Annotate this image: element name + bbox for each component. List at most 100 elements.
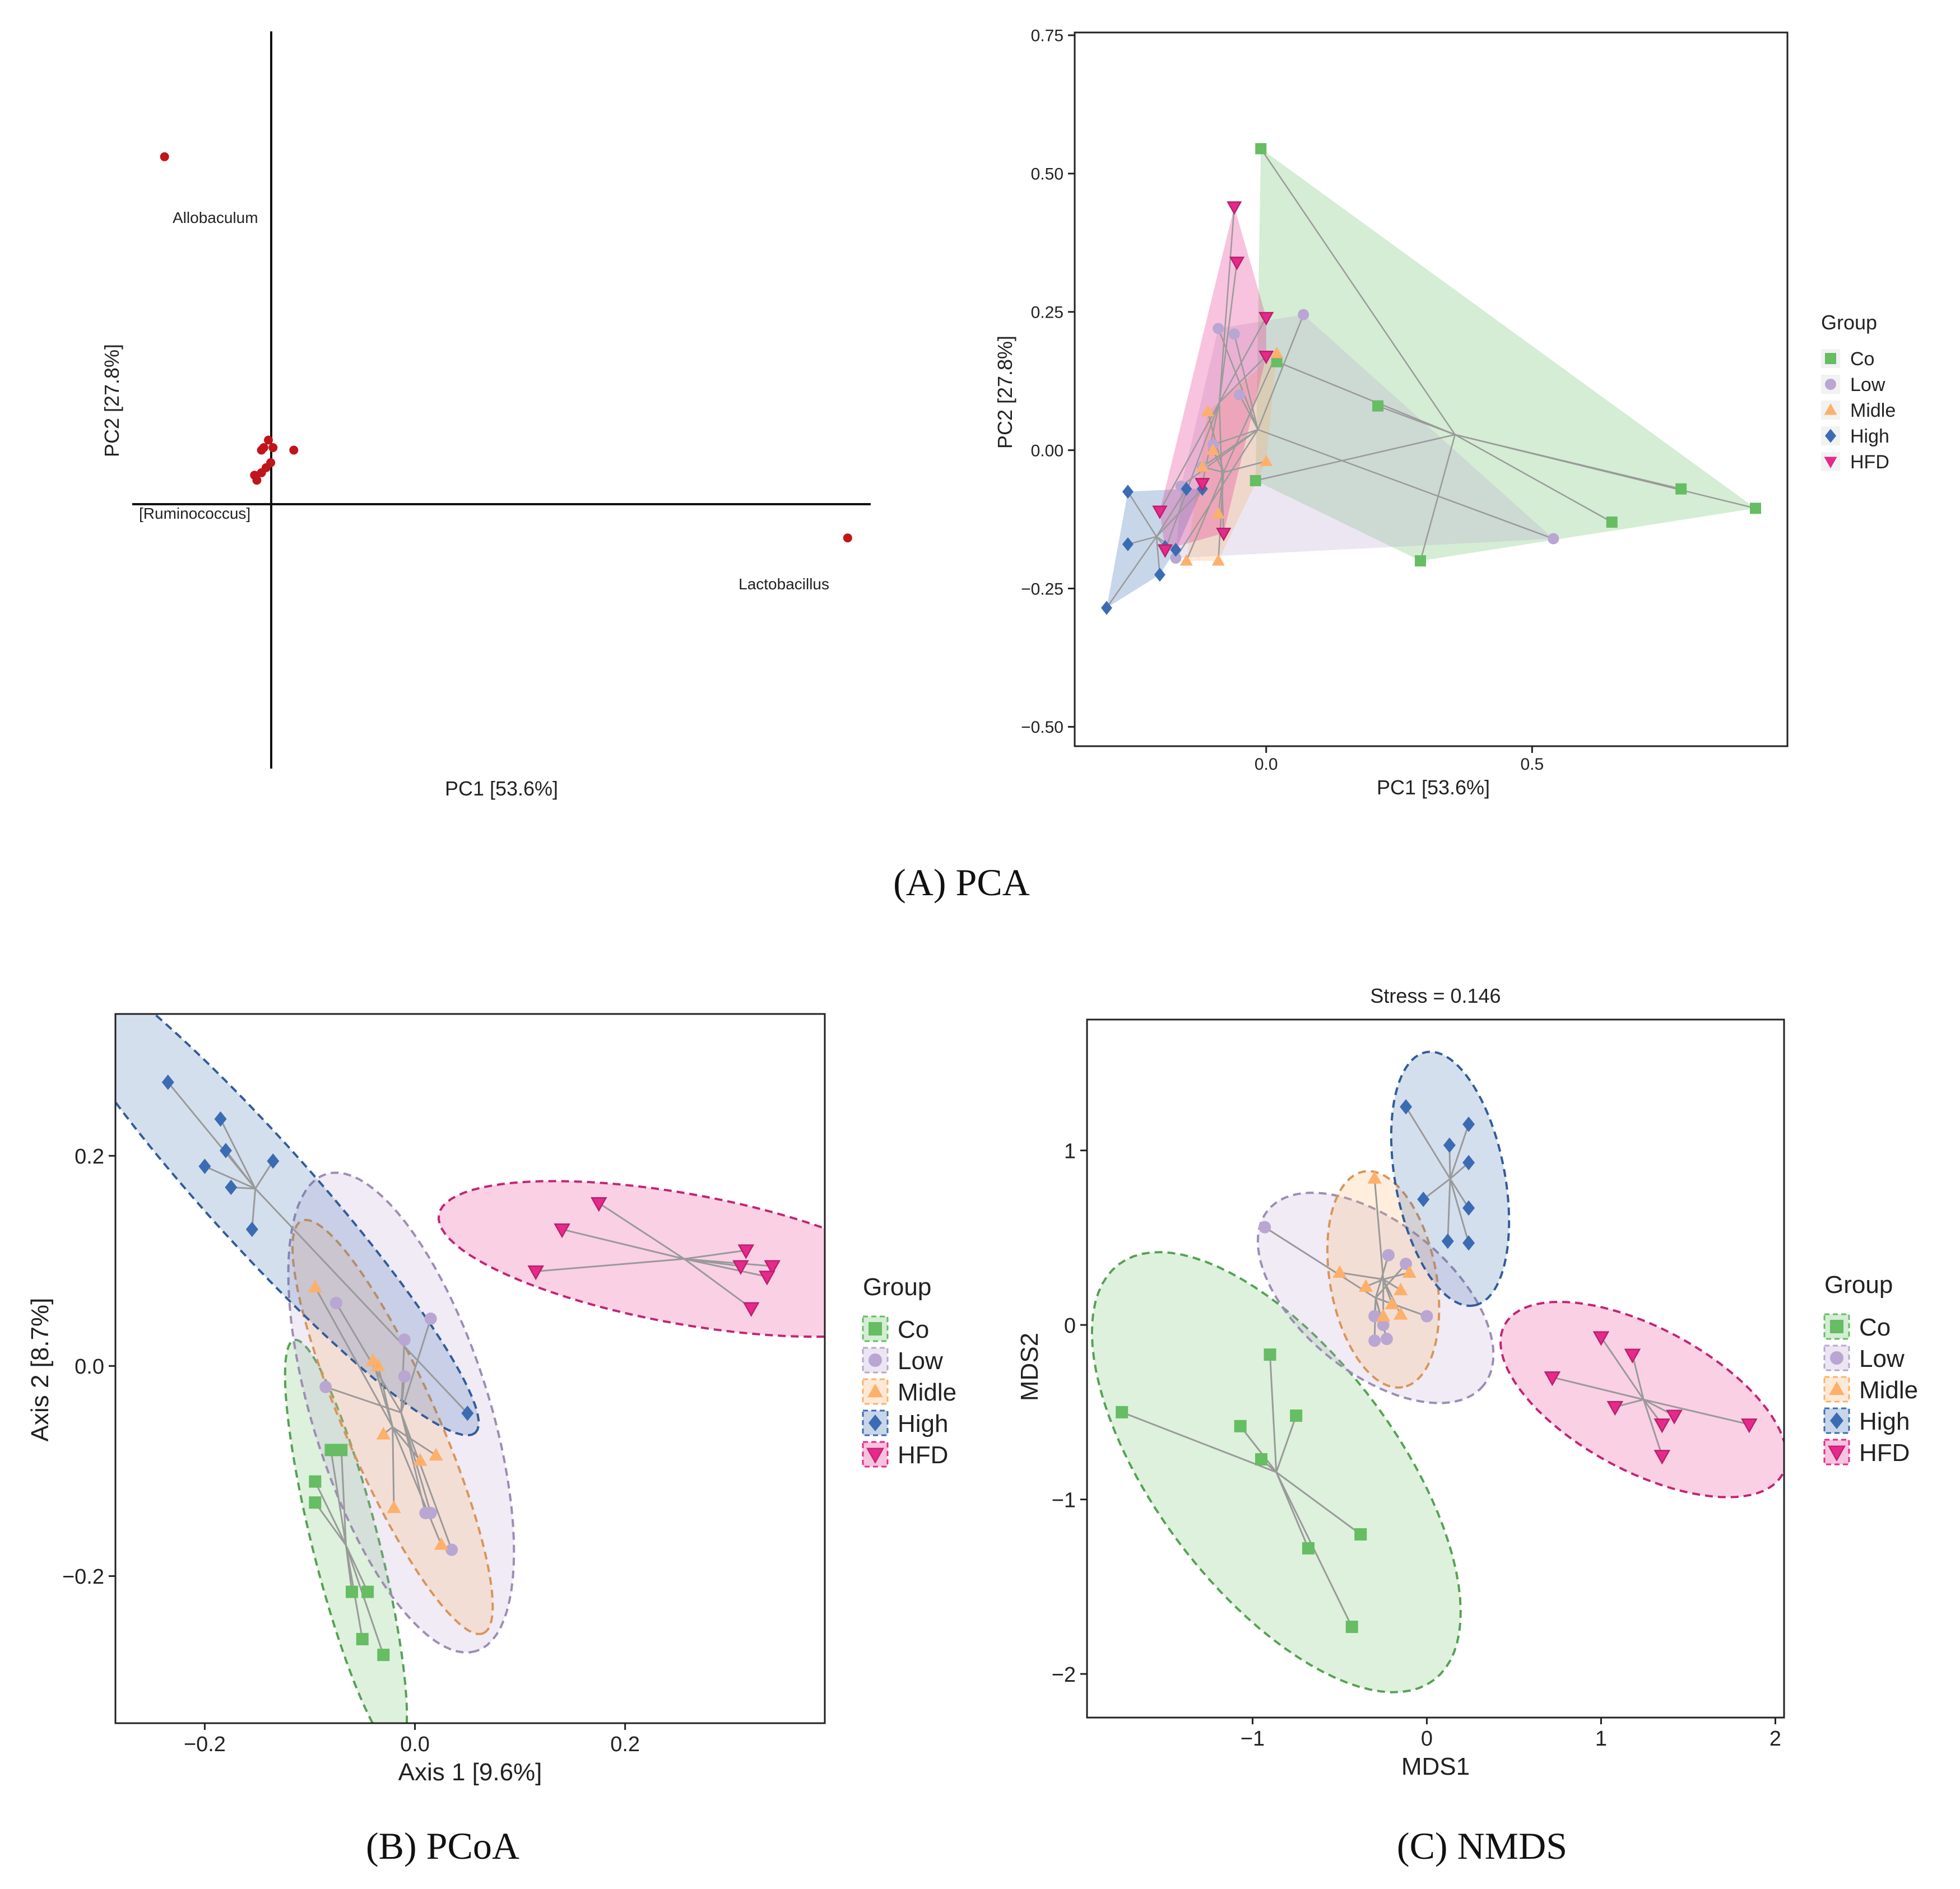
pca-segment xyxy=(1218,402,1225,533)
nmds-point-low xyxy=(1258,1221,1271,1234)
pcoa-point-high xyxy=(198,1158,211,1174)
nmds-segment xyxy=(1374,1255,1390,1299)
pcoa-point-hfd xyxy=(759,1271,775,1286)
pcoa-point-hfd xyxy=(732,1260,749,1275)
biplot-y-axis-label: PC2 [27.8%] xyxy=(100,344,123,457)
nmds-point-midle xyxy=(1394,1282,1408,1296)
legend-marker-low xyxy=(868,1353,882,1367)
pca-y-axis-label: PC2 [27.8%] xyxy=(993,336,1016,449)
legend-marker-co xyxy=(868,1322,882,1336)
pcoa-point-high xyxy=(461,1405,474,1421)
pcoa-x-tick-label: −0.2 xyxy=(184,1733,226,1756)
pcoa-segment xyxy=(225,1150,256,1189)
nmds-point-high xyxy=(1462,1155,1475,1171)
pca-point-co xyxy=(1675,483,1687,495)
pca-segment xyxy=(1127,536,1157,545)
pcoa-point-high xyxy=(225,1179,238,1195)
pcoa-point-high xyxy=(161,1074,174,1090)
pca-segment xyxy=(1223,460,1267,473)
pcoa-segment xyxy=(220,1118,257,1189)
nmds-segment xyxy=(1643,1398,1750,1426)
pcoa-point-hfd xyxy=(742,1302,760,1317)
nmds-point-low xyxy=(1377,1319,1390,1332)
nmds-point-hfd xyxy=(1741,1418,1758,1434)
nmds-point-low xyxy=(1382,1249,1395,1262)
pca-point-high xyxy=(1100,601,1112,615)
legend-marker-hfd xyxy=(1824,457,1837,468)
pcoa-segment xyxy=(536,1258,685,1273)
caption-c: (C) NMDS xyxy=(1397,1825,1567,1867)
pca-y-tick-label: 0.00 xyxy=(1031,441,1063,460)
legend-marker-low xyxy=(1825,379,1836,390)
pcoa-point-co xyxy=(309,1475,322,1488)
legend-title: Group xyxy=(863,1273,931,1301)
nmds-point-co xyxy=(1345,1621,1358,1634)
pcoa-y-axis-label: Axis 2 [8.7%] xyxy=(26,1298,54,1442)
nmds-point-co xyxy=(1255,1453,1267,1465)
legend-label-midle: Midle xyxy=(1850,400,1896,421)
pca-segment xyxy=(1106,536,1157,608)
pcoa-point-low xyxy=(319,1380,332,1393)
nmds-point-high xyxy=(1462,1116,1475,1132)
pca-point-co xyxy=(1271,356,1283,367)
nmds-y-tick-label: −1 xyxy=(1052,1488,1076,1512)
legend-marker-midle xyxy=(1824,403,1837,415)
legend-marker-hfd xyxy=(1828,1445,1846,1462)
pcoa-segment xyxy=(345,1544,384,1655)
pcoa-point-high xyxy=(214,1111,227,1127)
nmds-title: Stress = 0.146 xyxy=(1370,984,1501,1007)
pcoa-point-low xyxy=(329,1296,342,1309)
pca-segment xyxy=(1218,317,1267,403)
pca-axis-ticks: 0.0 0.5 0.75 0.50 0.25 0.00 −0.25 −0.50 xyxy=(1021,27,1544,774)
pca-hull-co xyxy=(1255,148,1756,561)
nmds-segment xyxy=(1374,1263,1407,1299)
nmds-point-co xyxy=(1290,1409,1303,1422)
nmds-segment xyxy=(1339,1272,1383,1281)
nmds-point-hfd xyxy=(1666,1409,1683,1425)
biplot-point xyxy=(268,443,278,453)
pca-point-co xyxy=(1255,143,1267,155)
nmds-point-co xyxy=(1354,1528,1367,1541)
nmds-segment xyxy=(1264,1226,1376,1299)
nmds-segment xyxy=(1447,1179,1451,1241)
nmds-point-hfd xyxy=(1654,1450,1671,1465)
pca-point-hfd xyxy=(1195,478,1210,492)
pca-segment xyxy=(1186,472,1224,561)
pca-point-midle xyxy=(1179,554,1193,566)
caption-b: (B) PCoA xyxy=(366,1825,519,1867)
legend-marker-low xyxy=(1830,1351,1843,1365)
pca-segment xyxy=(1377,405,1456,436)
biplot-point-labels: Allobaculum Lactobacillus [Ruminococcus] xyxy=(139,209,829,593)
nmds-x-axis-label: MDS1 xyxy=(1401,1753,1470,1780)
pcoa-segment xyxy=(400,1412,453,1551)
pcoa-point-co xyxy=(377,1649,390,1662)
pca-point-co xyxy=(1415,555,1427,567)
pca-segment xyxy=(1127,491,1158,537)
pca-point-hfd xyxy=(1229,257,1245,271)
pcoa-point-low xyxy=(445,1543,458,1556)
legend-label-high: High xyxy=(1859,1408,1910,1435)
nmds-point-high xyxy=(1441,1233,1454,1249)
pca-point-low xyxy=(1170,552,1182,564)
legend-marker-high xyxy=(1825,429,1836,443)
nmds-point-low xyxy=(1380,1333,1393,1346)
pcoa-segment xyxy=(392,1426,436,1456)
pca-point-high xyxy=(1122,537,1134,552)
nmds-segment xyxy=(1600,1337,1645,1401)
pca-segment xyxy=(1159,402,1220,511)
pca-segment xyxy=(1164,402,1220,550)
nmds-segment xyxy=(1269,1354,1278,1473)
pcoa-panel: −0.2 0.0 0.2 0.2 0.0 −0.2 Axis 1 [9.6%] Axis … xyxy=(26,1013,956,1786)
pcoa-segment xyxy=(314,1502,347,1546)
pcoa-x-tick-label: 0.0 xyxy=(400,1733,430,1756)
pcoa-point-hfd xyxy=(590,1197,607,1212)
nmds-segment xyxy=(1631,1354,1645,1400)
nmds-point-co xyxy=(1116,1406,1128,1418)
legend-label-high: High xyxy=(898,1410,949,1437)
pcoa-segment xyxy=(340,1450,347,1546)
pca-point-low xyxy=(1228,328,1240,340)
biplot-labeled-point xyxy=(843,533,852,543)
pca-point-midle xyxy=(1211,507,1225,519)
pca-segment xyxy=(1155,488,1187,537)
nmds-segment xyxy=(1552,1376,1644,1401)
